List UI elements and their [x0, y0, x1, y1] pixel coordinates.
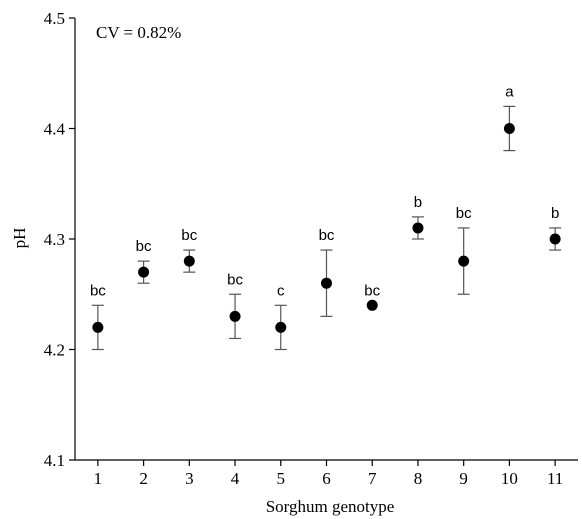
x-tick-label: 9 [459, 469, 468, 488]
x-tick-label: 11 [547, 469, 563, 488]
data-point [229, 310, 241, 322]
y-tick-label: 4.1 [44, 451, 65, 470]
y-tick-label: 4.5 [44, 9, 65, 28]
significance-letters: bc bc bc bc c bc bc b bc a b [90, 83, 559, 299]
y-tick-label: 4.4 [44, 120, 66, 139]
y-tick-label: 4.2 [44, 341, 65, 360]
significance-letter: b [551, 205, 559, 222]
significance-letter: bc [90, 282, 106, 299]
significance-letter: a [505, 83, 514, 100]
data-point [92, 321, 104, 333]
x-tick-label: 4 [231, 469, 240, 488]
x-tick-label: 2 [139, 469, 148, 488]
x-tick-label: 5 [277, 469, 286, 488]
data-point [321, 277, 332, 289]
x-axis-label: Sorghum genotype [266, 497, 395, 516]
x-tick-label: 1 [94, 469, 103, 488]
significance-letter: bc [181, 227, 197, 244]
significance-letter: b [414, 194, 422, 211]
significance-letter: c [277, 282, 285, 299]
cv-annotation: CV = 0.82% [96, 23, 181, 42]
data-point [275, 321, 287, 333]
x-tick-label: 3 [185, 469, 194, 488]
data-point [503, 123, 515, 134]
x-tick-label: 8 [414, 469, 423, 488]
data-point [412, 222, 424, 234]
y-tick-label: 4.3 [44, 230, 65, 249]
significance-letter: bc [227, 271, 243, 288]
significance-letter: bc [456, 205, 472, 222]
data-point [183, 255, 195, 267]
data-point [458, 255, 470, 267]
significance-letter: bc [136, 238, 152, 255]
x-tick-label: 10 [501, 469, 518, 488]
data-point [138, 266, 150, 278]
x-axis-ticks: 1 2 3 4 5 6 7 8 9 10 11 [94, 460, 563, 488]
x-tick-label: 6 [322, 469, 331, 488]
x-tick-label: 7 [368, 469, 377, 488]
data-point [366, 299, 378, 311]
y-axis-ticks: 4.1 4.2 4.3 4.4 4.5 [44, 9, 75, 470]
significance-letter: bc [364, 282, 380, 299]
y-axis-label: pH [10, 228, 29, 249]
data-point [549, 233, 561, 245]
data-points [92, 123, 561, 333]
significance-letter: bc [319, 227, 335, 244]
